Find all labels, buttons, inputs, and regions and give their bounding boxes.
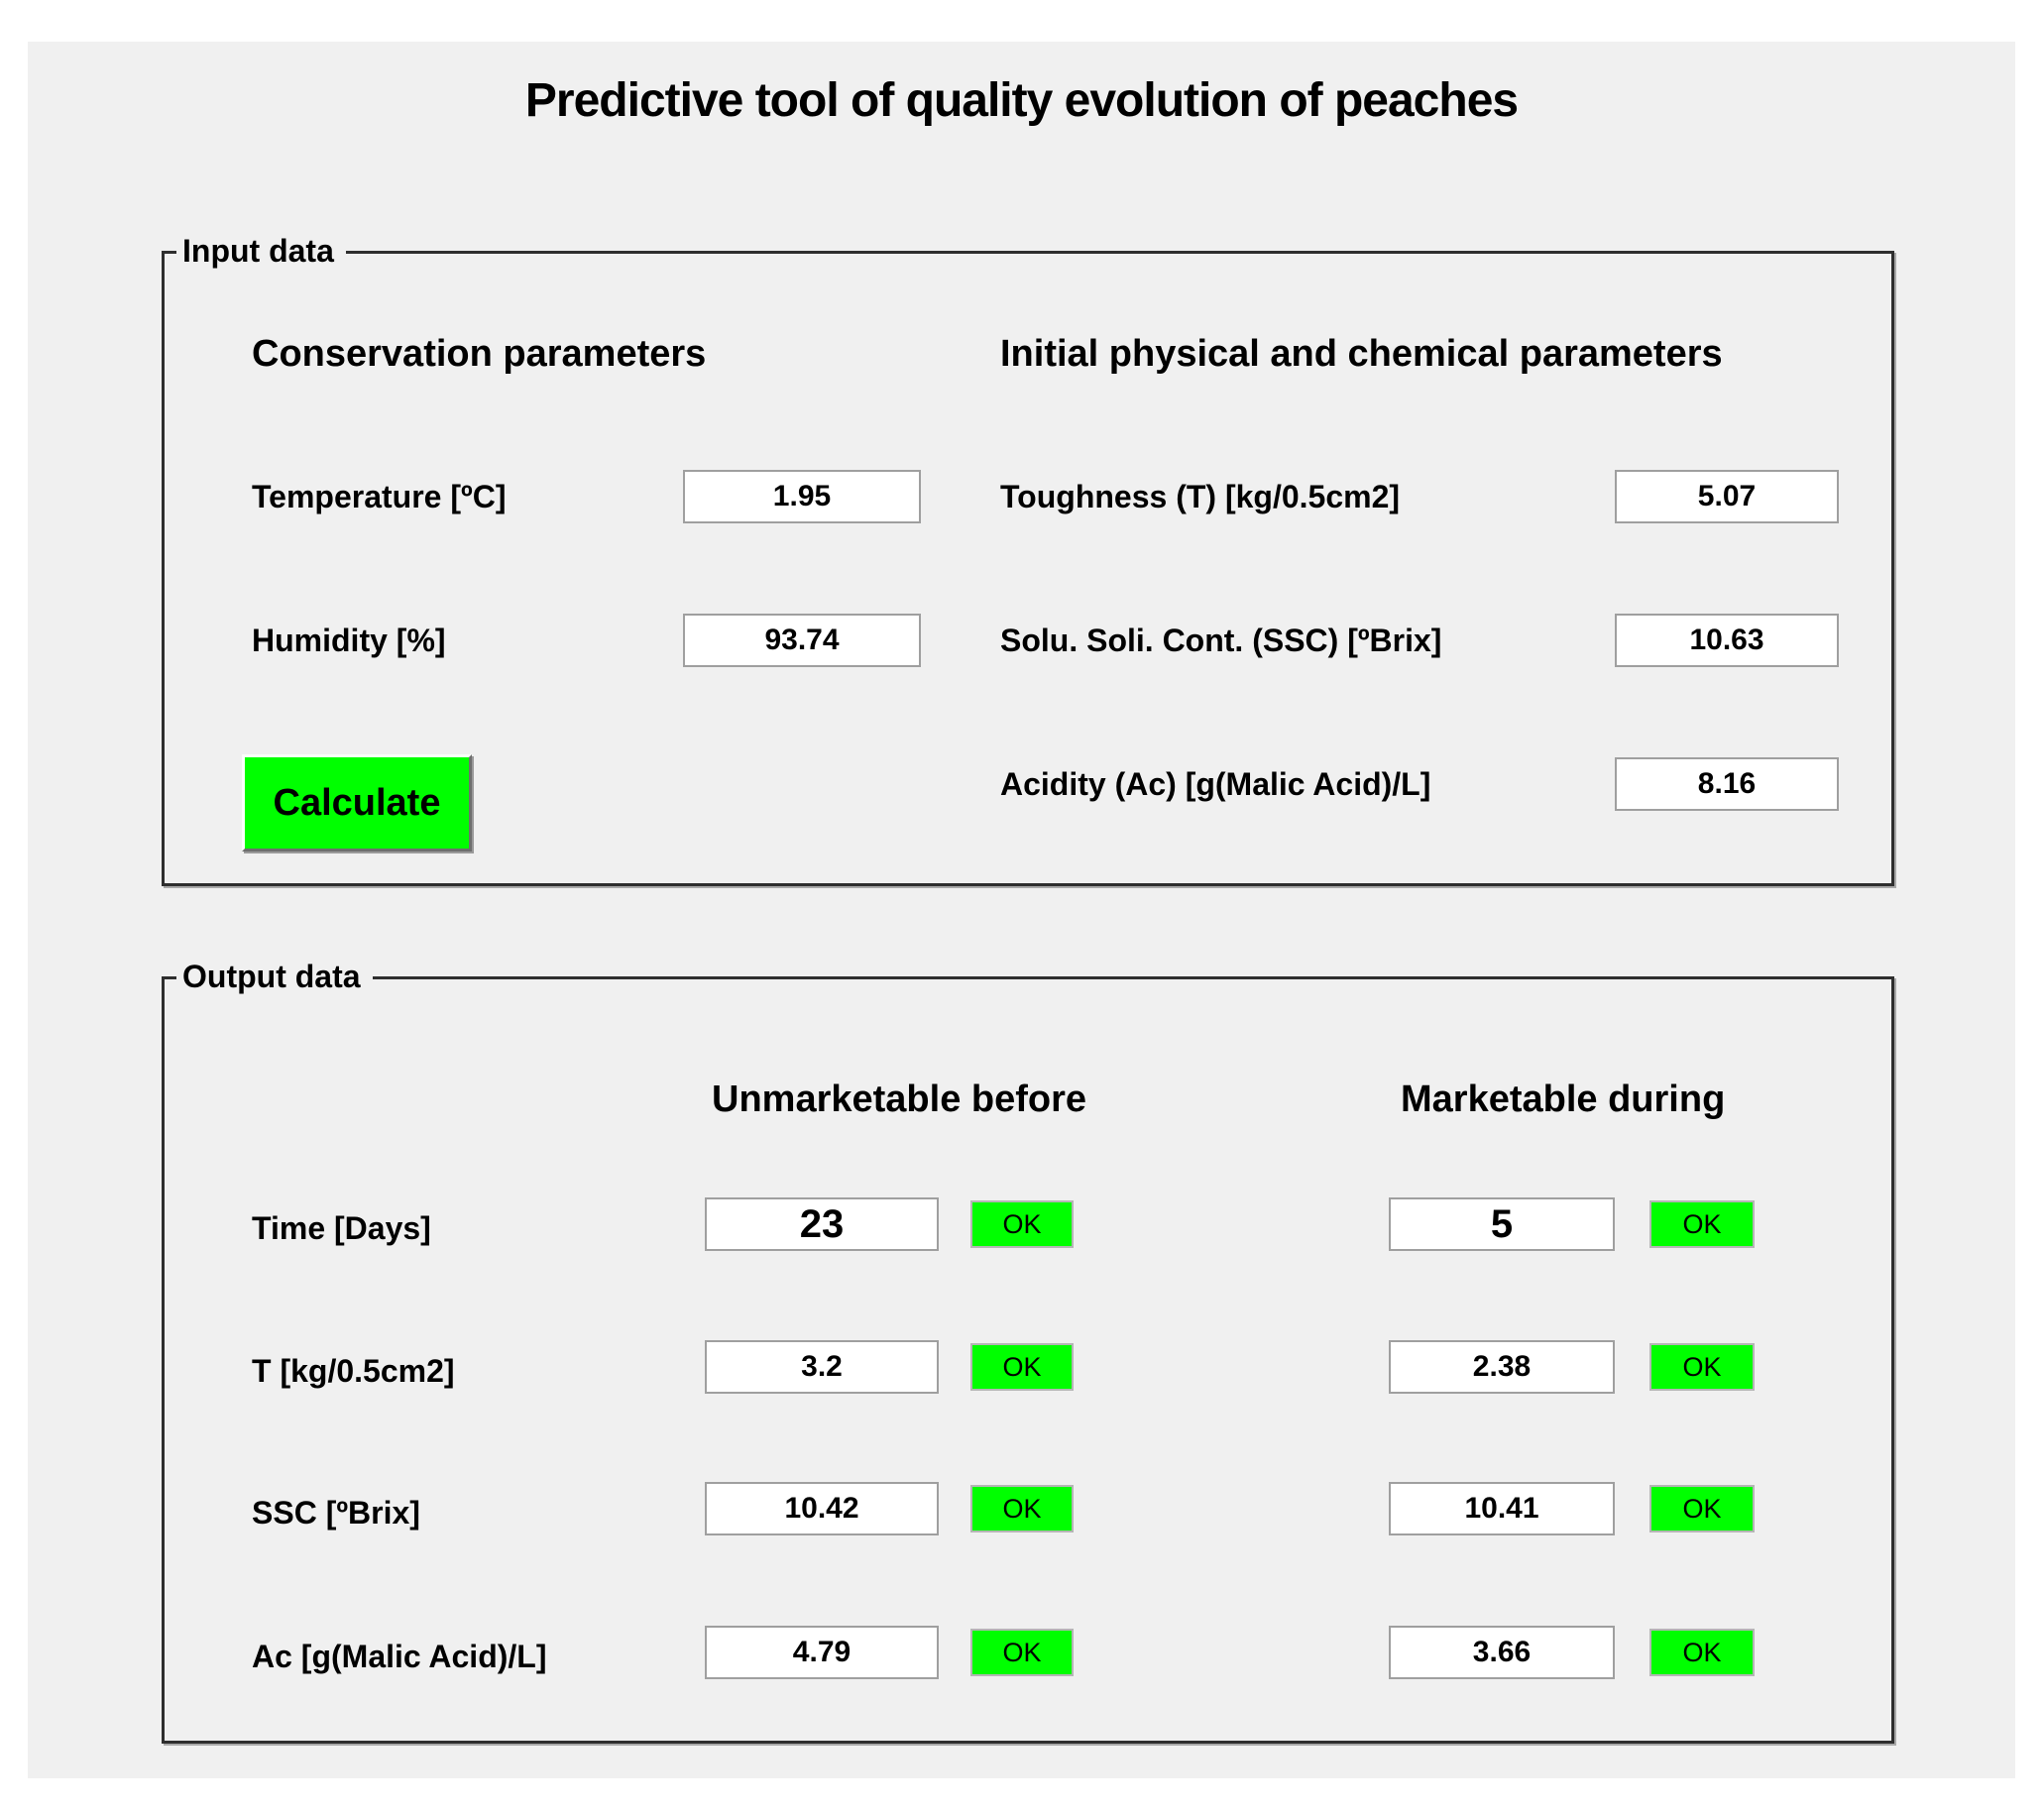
initial-params-heading: Initial physical and chemical parameters [1000,333,1723,375]
temperature-input[interactable] [683,470,921,523]
output-data-groupbox: Output data Unmarketable before Marketab… [162,958,1894,1744]
humidity-input[interactable] [683,614,921,667]
calculate-button[interactable]: Calculate [242,754,472,851]
toughness-output-label: T [kg/0.5cm2] [252,1353,455,1389]
toughness-label: Toughness (T) [kg/0.5cm2] [1000,479,1401,514]
humidity-label: Humidity [%] [252,623,446,658]
conservation-heading: Conservation parameters [252,333,707,375]
unmarketable-before-header: Unmarketable before [712,1078,1087,1120]
ssc-before-ok-badge: OK [970,1485,1074,1532]
ssc-output-label: SSC [ºBrix] [252,1495,420,1531]
ssc-label: Solu. Soli. Cont. (SSC) [ºBrix] [1000,623,1442,658]
page-title: Predictive tool of quality evolution of … [524,74,1519,127]
figure-panel: Predictive tool of quality evolution of … [28,42,2015,1778]
input-data-groupbox: Input data Conservation parameters Initi… [162,232,1894,886]
output-groupbox-title: Output data [176,958,373,996]
ssc-during-ok-badge: OK [1649,1485,1755,1532]
marketable-during-header: Marketable during [1401,1078,1726,1120]
ssc-before-input[interactable] [705,1482,939,1535]
toughness-before-input[interactable] [705,1340,939,1394]
acidity-during-input[interactable] [1389,1626,1615,1679]
toughness-before-ok-badge: OK [970,1343,1074,1391]
toughness-during-ok-badge: OK [1649,1343,1755,1391]
toughness-input[interactable] [1615,470,1839,523]
acidity-output-label: Ac [g(Malic Acid)/L] [252,1639,547,1674]
time-during-input[interactable] [1389,1197,1615,1251]
acidity-label: Acidity (Ac) [g(Malic Acid)/L] [1000,766,1431,802]
acidity-input[interactable] [1615,757,1839,811]
ssc-during-input[interactable] [1389,1482,1615,1535]
time-before-input[interactable] [705,1197,939,1251]
ssc-input[interactable] [1615,614,1839,667]
toughness-during-input[interactable] [1389,1340,1615,1394]
acidity-before-input[interactable] [705,1626,939,1679]
time-during-ok-badge: OK [1649,1200,1755,1248]
time-label: Time [Days] [252,1210,431,1246]
time-before-ok-badge: OK [970,1200,1074,1248]
acidity-before-ok-badge: OK [970,1629,1074,1676]
input-groupbox-title: Input data [176,232,346,271]
temperature-label: Temperature [ºC] [252,479,507,514]
acidity-during-ok-badge: OK [1649,1629,1755,1676]
